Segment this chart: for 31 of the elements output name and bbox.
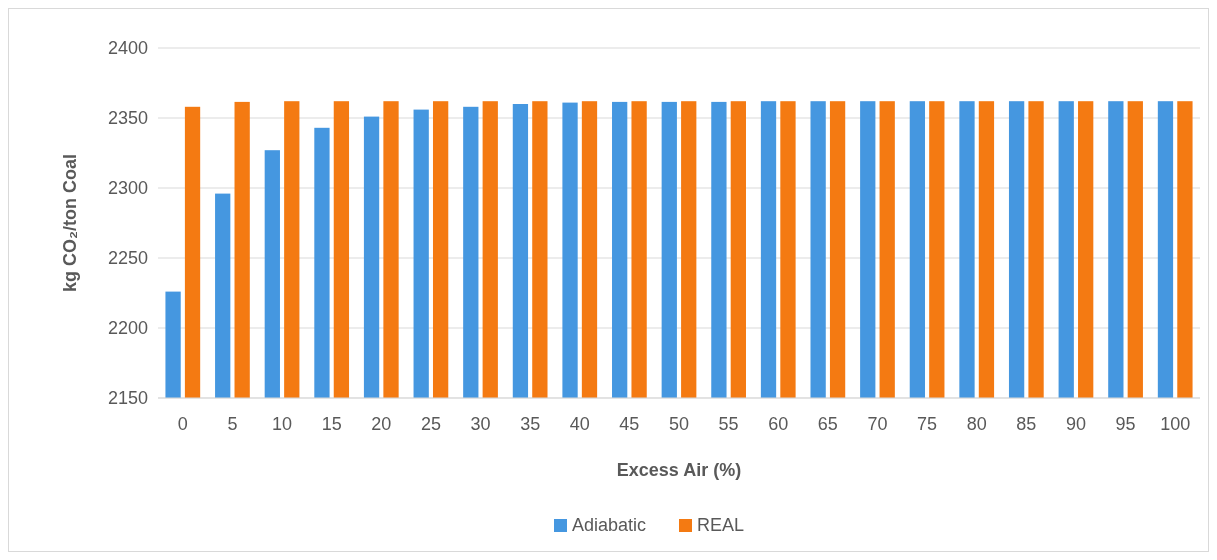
x-tick-label: 85	[1016, 414, 1037, 434]
x-tick-label: 45	[619, 414, 640, 434]
x-tick-label: 100	[1160, 414, 1191, 434]
x-tick-label: 60	[768, 414, 789, 434]
y-tick-label: 2350	[107, 108, 148, 129]
x-tick-label: 80	[966, 414, 987, 434]
y-tick-label: 2250	[107, 248, 148, 269]
legend-label: REAL	[697, 515, 745, 535]
x-tick-label: 70	[867, 414, 888, 434]
y-tick-label: 2300	[107, 178, 148, 199]
x-tick-label: 75	[917, 414, 938, 434]
x-tick-label: 55	[718, 414, 739, 434]
x-tick-label: 0	[177, 414, 188, 434]
y-tick-label: 2150	[107, 388, 148, 409]
x-tick-label: 20	[371, 414, 392, 434]
x-axis-title: Excess Air (%)	[616, 460, 742, 480]
x-tick-label: 90	[1065, 414, 1086, 434]
legend-label: Adiabatic	[572, 515, 647, 535]
y-axis-title: kg CO₂/ton Coal	[60, 154, 80, 292]
x-tick-label: 30	[470, 414, 491, 434]
y-tick-label: 2400	[107, 38, 148, 59]
x-tick-label: 95	[1115, 414, 1136, 434]
x-tick-label: 40	[569, 414, 590, 434]
x-tick-label: 35	[520, 414, 541, 434]
x-tick-label: 65	[817, 414, 838, 434]
y-tick-label: 2200	[107, 318, 148, 339]
x-tick-label: 15	[321, 414, 342, 434]
x-tick-label: 25	[420, 414, 441, 434]
x-tick-label: 50	[668, 414, 690, 434]
x-tick-label: 5	[227, 414, 238, 434]
x-tick-label: 10	[272, 414, 293, 434]
